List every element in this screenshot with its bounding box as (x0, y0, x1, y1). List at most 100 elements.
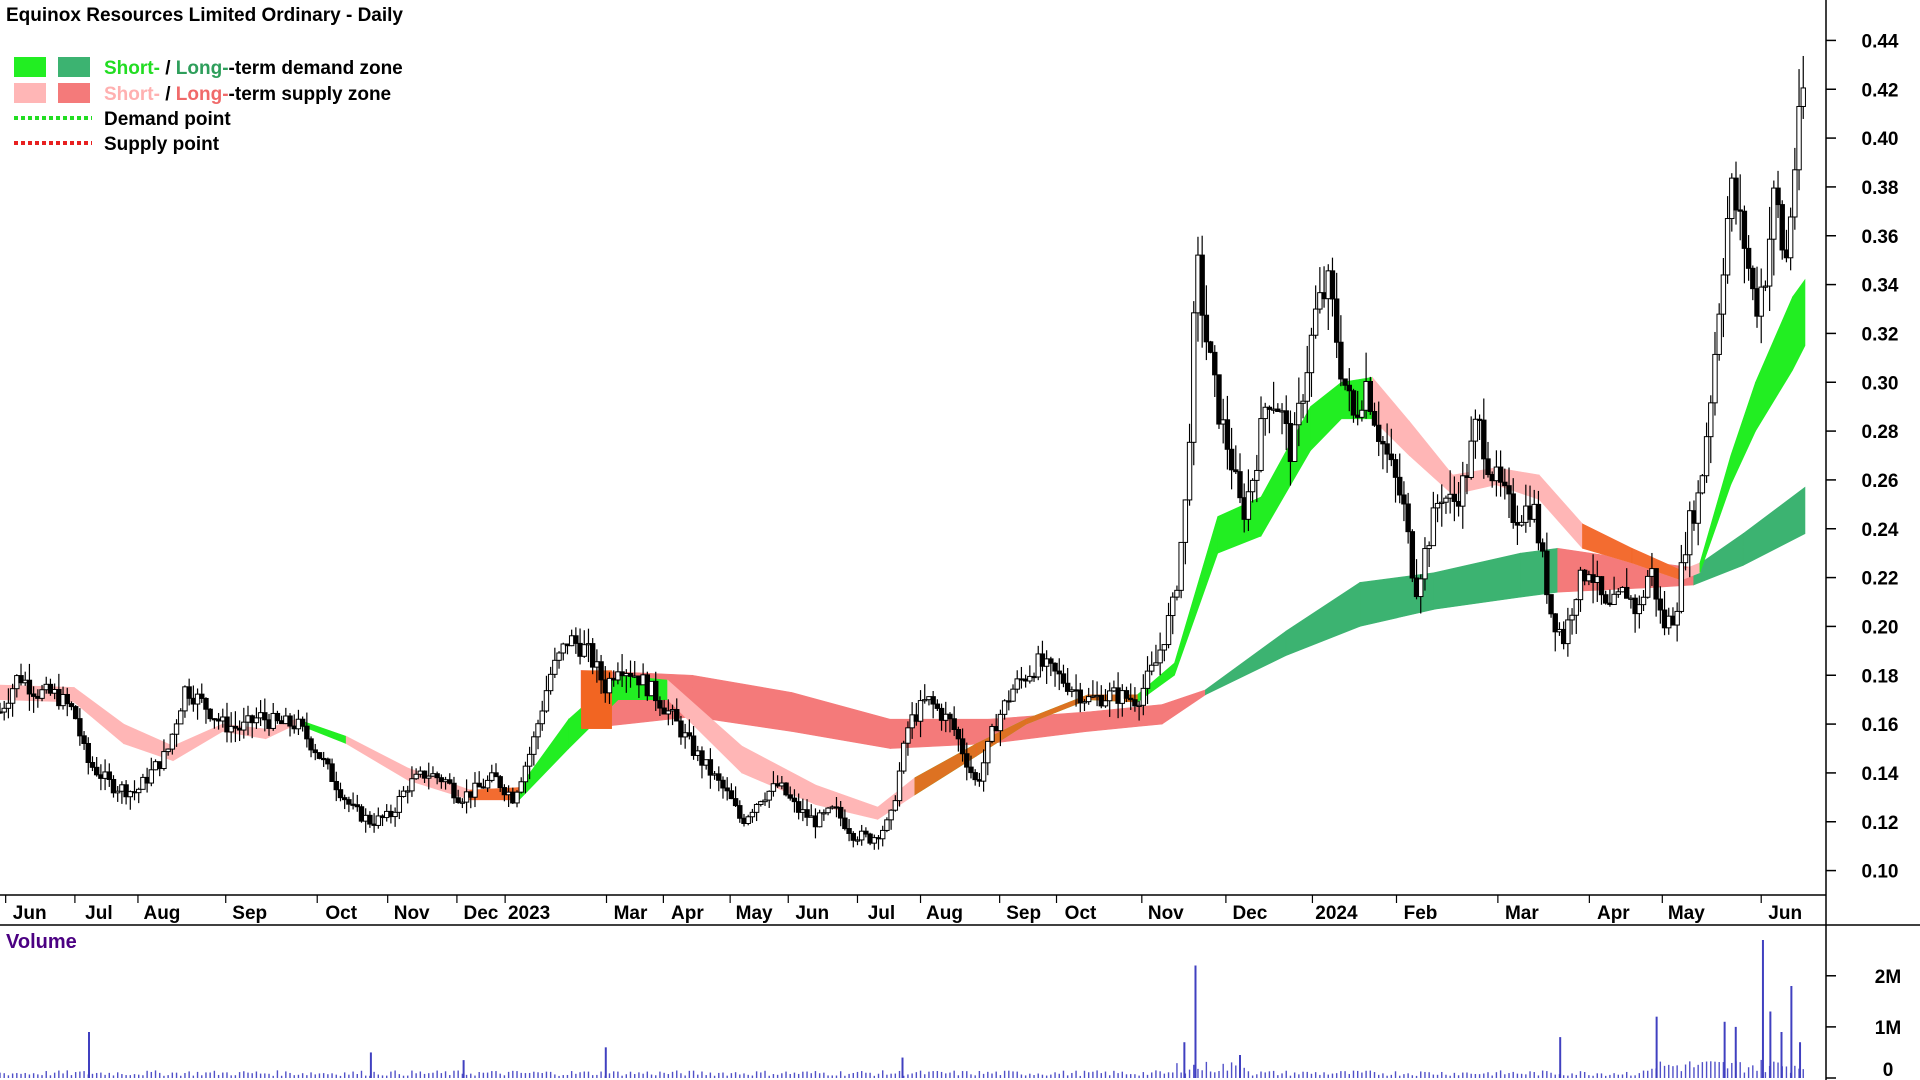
candle-body (1014, 678, 1020, 690)
candle-body (459, 801, 466, 804)
legend-demand-point: Demand point (104, 109, 231, 130)
candle-body (678, 720, 684, 738)
time-tick-label: Nov (1148, 903, 1184, 924)
candle-body (1388, 453, 1395, 461)
candle-body (1409, 531, 1416, 579)
candle-body (837, 806, 844, 819)
candle-body (484, 779, 491, 789)
candle-body (543, 690, 550, 712)
candle-body (850, 832, 856, 841)
candle-body (653, 680, 659, 702)
candle-body (821, 812, 827, 815)
candle-body (535, 723, 541, 738)
candle-body (728, 790, 735, 800)
candle-body (1401, 494, 1407, 505)
legend: Short- / Long--term demand zone Short- /… (14, 57, 403, 155)
candle-body (1762, 285, 1769, 288)
candle-body (842, 817, 848, 830)
candle-body (93, 766, 100, 776)
candle-body (522, 765, 529, 783)
time-tick-label: Mar (614, 903, 648, 924)
candle-body (1291, 424, 1298, 462)
candle-body (194, 693, 201, 705)
candle-body (346, 799, 352, 805)
candle-body (518, 781, 524, 793)
candle-body (547, 673, 554, 692)
candle-body (934, 703, 941, 709)
candle-body (18, 675, 24, 684)
candle-body (1443, 497, 1449, 503)
candle-body (1001, 700, 1008, 715)
legend-swatch-long-demand (58, 57, 90, 77)
time-tick-label: Jul (85, 903, 112, 924)
candle-body (337, 789, 344, 799)
time-tick-label: Nov (394, 903, 430, 924)
candle-body (707, 759, 714, 776)
legend-demand-text: -term demand zone (229, 58, 403, 79)
time-tick-label: May (1668, 903, 1705, 924)
candle-body (1695, 492, 1701, 524)
candle-body (169, 733, 176, 750)
candle-body (1758, 286, 1764, 317)
candle-body (199, 693, 205, 699)
candle-body (9, 688, 16, 704)
candle-body (716, 773, 722, 781)
price-tick-label: 0.36 (1862, 227, 1899, 248)
candle-body (1535, 503, 1542, 544)
long-zone-segment (1205, 630, 1287, 696)
candle-body (1792, 169, 1798, 218)
candle-body (657, 700, 663, 709)
candle-body (64, 693, 70, 705)
candle-body (1460, 475, 1466, 507)
candle-body (1338, 341, 1344, 380)
candle-body (1371, 410, 1378, 426)
price-tick-label: 0.26 (1862, 471, 1899, 492)
candle-body (1703, 436, 1710, 477)
candle-body (539, 710, 545, 725)
time-tick-label: Aug (926, 903, 963, 924)
candle-body (1128, 697, 1134, 701)
candle-body (434, 773, 440, 779)
candle-body (232, 725, 239, 729)
candle-body (1203, 314, 1210, 343)
long-zone-segment (1161, 689, 1206, 725)
candle-body (1275, 408, 1281, 412)
candle-body (627, 672, 634, 677)
candle-body (1237, 471, 1243, 499)
candle-body (724, 787, 730, 792)
candle-body (287, 715, 293, 727)
short-zone-segment (1409, 420, 1453, 496)
candle-body (224, 716, 230, 733)
candle-body (1430, 507, 1437, 547)
candle-body (1497, 466, 1504, 483)
candle-body (896, 770, 903, 802)
candle-body (854, 839, 861, 842)
candle-body (968, 766, 974, 774)
time-tick-label: Sep (1006, 903, 1041, 924)
long-zone-segment (1285, 581, 1361, 657)
time-tick-label: Dec (1232, 903, 1267, 924)
time-tick-label: Aug (143, 903, 180, 924)
legend-demand-zone: Short- / Long--term demand zone (104, 58, 403, 79)
short-zone-segment (345, 735, 409, 781)
price-tick-label: 0.40 (1862, 129, 1899, 150)
candle-body (720, 779, 726, 789)
candle-body (770, 783, 777, 792)
candle-body (312, 749, 318, 754)
candle-body (136, 788, 142, 794)
candle-body (413, 773, 419, 780)
time-tick-label: Apr (1597, 903, 1630, 924)
candle-body (1766, 238, 1773, 287)
candle-body (72, 706, 79, 720)
candle-body (753, 803, 760, 813)
candle-body (1376, 424, 1382, 442)
candle-body (560, 643, 566, 654)
legend-swatch-long-supply (58, 83, 90, 103)
candle-body (1233, 469, 1239, 473)
candle-body (1, 707, 7, 713)
candle-body (1653, 568, 1659, 600)
candle-body (1434, 502, 1441, 509)
candle-body (674, 709, 680, 722)
candle-body (1367, 380, 1374, 412)
candle-body (1539, 542, 1546, 552)
